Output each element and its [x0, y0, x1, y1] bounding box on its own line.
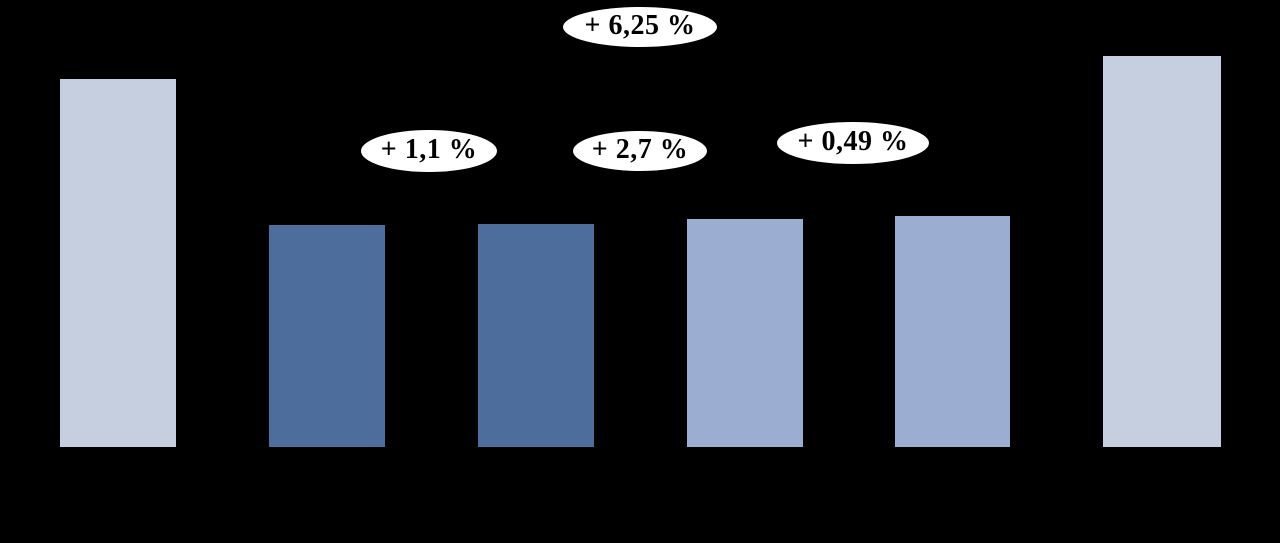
annotation-label: + 2,7 %	[591, 134, 689, 165]
annotation-label: + 1,1 %	[380, 134, 478, 165]
annotation-label: + 0,49 %	[797, 126, 909, 157]
bar-5	[895, 216, 1010, 447]
annotation-ellipse-4: + 0,49 %	[777, 122, 929, 164]
bar-6	[1103, 56, 1221, 447]
annotation-label: + 6,25 %	[584, 10, 696, 41]
annotation-ellipse-2: + 1,1 %	[361, 130, 497, 172]
bar-1	[60, 79, 176, 447]
bar-3	[478, 224, 594, 447]
annotation-ellipse-1: + 6,25 %	[563, 7, 717, 47]
bar-2	[269, 225, 385, 447]
bar-4	[687, 219, 803, 447]
annotation-ellipse-3: + 2,7 %	[573, 131, 707, 171]
